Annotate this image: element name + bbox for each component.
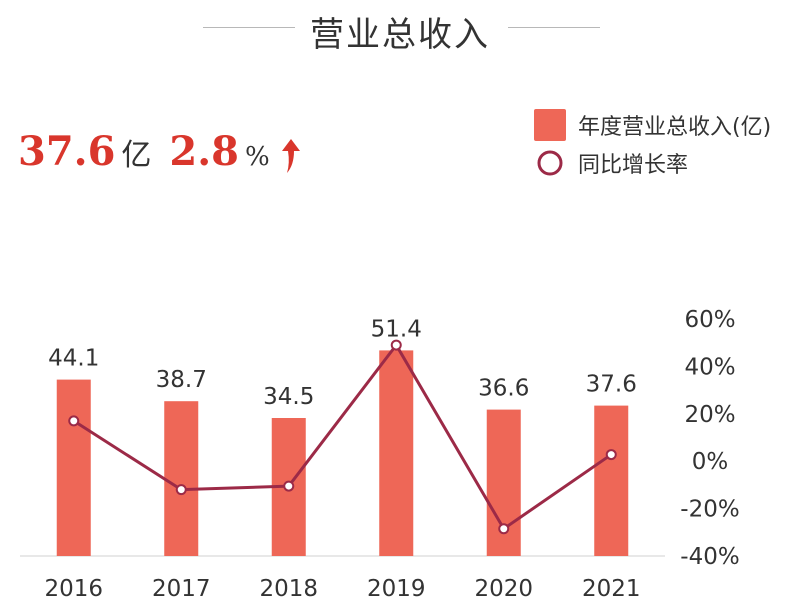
chart-title: 营业总收入 (310, 15, 490, 55)
x-tick-label-2019: 2019 (367, 576, 426, 602)
bar-value-label-2019: 51.4 (371, 316, 422, 342)
y-right-tick-5: -40% (680, 544, 739, 570)
legend-line-swatch (534, 147, 566, 179)
bar-2019 (379, 350, 414, 556)
legend-item-revenue: 年度营业总收入(亿) (534, 109, 772, 141)
x-tick-label-2016: 2016 (44, 576, 103, 602)
x-tick-label-2021: 2021 (582, 576, 641, 602)
chart-legend: 年度营业总收入(亿) 同比增长率 (534, 109, 772, 186)
up-arrow-icon (280, 137, 302, 179)
bar-value-label-2018: 34.5 (263, 384, 314, 410)
growth-rate-line (72, 343, 613, 531)
y-right-tick-4: -20% (680, 497, 739, 523)
y-right-tick-0: 60% (684, 307, 735, 333)
growth-point-2016 (68, 415, 80, 427)
kpi-summary: 37.6 亿 2.8 % (18, 128, 302, 188)
bar-value-label-2021: 37.6 (586, 372, 637, 398)
kpi-growth-value: 2.8 (169, 128, 240, 175)
legend-label-growth: 同比增长率 (578, 153, 689, 178)
chart-header: 营业总收入 (0, 0, 800, 60)
title-divider-left (203, 27, 295, 28)
y-right-tick-3: 0% (692, 449, 729, 475)
y-right-tick-2: 20% (684, 402, 735, 428)
title-divider-right (508, 27, 600, 28)
bar-value-label-2017: 38.7 (156, 367, 207, 393)
growth-point-2020 (498, 523, 510, 535)
growth-point-2021 (605, 449, 617, 461)
bar-value-label-2020: 36.6 (478, 376, 529, 402)
bar-2016 (56, 379, 91, 556)
bar-2021 (594, 405, 629, 556)
growth-point-2018 (283, 480, 295, 492)
kpi-growth-unit: % (245, 142, 270, 172)
x-tick-label-2018: 2018 (259, 576, 318, 602)
kpi-revenue-unit: 亿 (121, 138, 152, 173)
kpi-revenue-value: 37.6 (18, 128, 116, 175)
bar-2017 (164, 401, 199, 556)
x-tick-label-2017: 2017 (152, 576, 211, 602)
legend-item-growth: 同比增长率 (534, 148, 771, 178)
growth-point-2017 (175, 484, 187, 496)
legend-bar-swatch (534, 109, 566, 141)
bar-value-label-2016: 44.1 (48, 346, 99, 372)
legend-label-revenue: 年度营业总收入(亿) (578, 115, 772, 140)
y-right-tick-1: 40% (684, 354, 735, 380)
x-tick-label-2020: 2020 (474, 576, 533, 602)
growth-point-2019 (390, 339, 402, 351)
